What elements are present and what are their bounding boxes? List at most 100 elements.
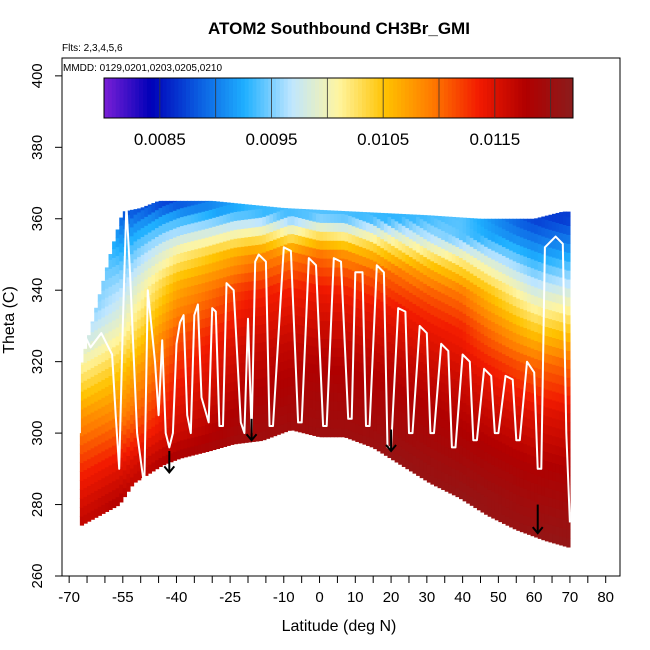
curtain-cell (480, 467, 485, 477)
curtain-cell (112, 241, 117, 250)
colorbar-segment (463, 78, 468, 118)
curtain-cell (283, 377, 288, 388)
curtain-cell (373, 421, 378, 432)
curtain-cell (155, 316, 160, 327)
curtain-cell (358, 246, 364, 256)
curtain-cell (555, 400, 560, 411)
curtain-cell (208, 405, 213, 416)
curtain-cell (494, 439, 499, 449)
curtain-cell (355, 289, 360, 300)
curtain-cell (183, 215, 188, 226)
curtain-cell (262, 287, 267, 298)
curtain-cell (122, 425, 127, 435)
curtain-cell (555, 249, 560, 259)
curtain-cell (180, 439, 185, 450)
curtain-cell (169, 425, 174, 436)
curtain-cell (87, 396, 92, 406)
curtain-cell (541, 216, 546, 219)
curtain-cell (398, 419, 403, 430)
curtain-cell (484, 389, 489, 399)
curtain-cell (133, 321, 138, 331)
curtain-cell (527, 507, 532, 517)
curtain-cell (240, 237, 246, 247)
colorbar-segment (189, 78, 195, 118)
curtain-cell (240, 246, 246, 256)
curtain-cell (233, 291, 238, 302)
curtain-cell (162, 437, 167, 448)
curtain-cell (169, 265, 174, 275)
curtain-cell (308, 282, 313, 293)
curtain-cell (290, 215, 296, 226)
curtain-cell (455, 228, 460, 239)
curtain-cell (459, 427, 464, 437)
curtain-cell (305, 379, 310, 390)
curtain-cell (133, 267, 138, 278)
curtain-cell (172, 317, 178, 327)
curtain-cell (430, 412, 435, 423)
curtain-cell (183, 403, 188, 413)
curtain-cell (122, 451, 127, 462)
curtain-cell (315, 209, 321, 214)
curtain-cell (315, 418, 321, 428)
curtain-cell (344, 330, 349, 340)
curtain-cell (380, 238, 385, 249)
curtain-cell (523, 443, 528, 454)
curtain-cell (319, 302, 324, 313)
curtain-cell (237, 371, 242, 382)
curtain-cell (494, 466, 499, 476)
curtain-cell (408, 327, 414, 338)
curtain-cell (162, 294, 167, 305)
curtain-cell (509, 223, 514, 233)
curtain-cell (108, 357, 113, 368)
curtain-cell (262, 332, 267, 342)
curtain-cell (258, 208, 263, 218)
curtain-cell (158, 296, 163, 307)
curtain-cell (283, 235, 288, 245)
curtain-cell (469, 353, 474, 363)
curtain-cell (380, 283, 385, 293)
curtain-cell (366, 356, 371, 366)
curtain-cell (480, 218, 485, 227)
curtain-cell (290, 349, 296, 360)
curtain-cell (541, 396, 546, 407)
curtain-cell (434, 351, 439, 362)
curtain-cell (484, 299, 489, 310)
curtain-cell (151, 426, 156, 436)
curtain-cell (537, 252, 542, 262)
curtain-cell (541, 414, 546, 425)
curtain-cell (408, 274, 414, 284)
curtain-cell (205, 335, 210, 345)
curtain-cell (430, 367, 435, 378)
curtain-cell (391, 213, 396, 220)
curtain-cell (566, 350, 571, 360)
curtain-cell (248, 227, 253, 237)
curtain-cell (258, 333, 263, 343)
curtain-cell (355, 316, 360, 326)
flight-track-line (78, 203, 571, 523)
curtain-cell (462, 295, 467, 305)
curtain-cell (273, 328, 278, 338)
curtain-cell (469, 326, 474, 337)
curtain-cell (172, 415, 178, 426)
curtain-cell (240, 281, 246, 292)
curtain-cell (387, 296, 392, 307)
curtain-cell (519, 379, 525, 390)
curtain-cell (129, 467, 135, 478)
curtain-cell (205, 272, 210, 283)
curtain-cell (262, 216, 267, 226)
curtain-cell (294, 270, 299, 280)
curtain-cell (534, 349, 539, 359)
curtain-cell (133, 312, 138, 322)
curtain-cell (348, 277, 353, 288)
curtain-cell (262, 252, 267, 262)
colorbar-segment (428, 78, 433, 118)
curtain-cell (126, 210, 131, 215)
curtain-cell (308, 211, 313, 221)
curtain-cell (358, 398, 364, 408)
curtain-cell (219, 201, 224, 207)
colorbar-segment (193, 78, 199, 118)
curtain-cell (437, 425, 442, 435)
curtain-cell (516, 333, 521, 344)
curtain-cell (212, 261, 217, 272)
curtain-cell (144, 225, 149, 235)
